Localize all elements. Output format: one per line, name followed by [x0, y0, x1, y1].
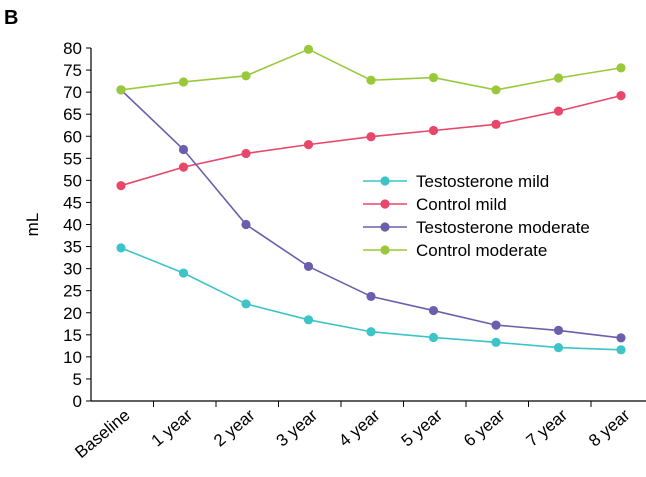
y-tick-label: 15: [63, 326, 82, 345]
y-tick-label: 35: [63, 238, 82, 257]
series-1: [116, 91, 626, 191]
data-point: [616, 63, 626, 73]
data-point: [491, 119, 501, 129]
data-point: [241, 71, 251, 81]
data-point: [366, 327, 376, 337]
data-point: [366, 75, 376, 85]
data-point: [428, 125, 439, 136]
y-tick-label: 75: [63, 61, 82, 80]
legend-label: Testosterone moderate: [416, 218, 590, 237]
x-tick-label: Baseline: [71, 406, 133, 462]
legend-marker: [380, 176, 390, 186]
data-point: [303, 140, 314, 150]
x-tick-label: 4 year: [335, 405, 384, 450]
legend-item: Testosterone mild: [363, 172, 549, 191]
data-point: [366, 132, 376, 142]
x-tick-label: 2 year: [210, 405, 259, 450]
y-tick-label: 25: [63, 282, 82, 301]
series-0: [116, 243, 626, 355]
legend: Testosterone mild Control mild Testosteron…: [363, 172, 590, 260]
x-tick-label: 7 year: [523, 405, 572, 450]
data-point: [116, 181, 126, 191]
y-tick-label: 5: [73, 370, 82, 389]
y-tick-label: 45: [63, 193, 82, 212]
data-point: [116, 85, 126, 95]
data-point: [241, 299, 251, 309]
y-tick-label: 0: [73, 392, 82, 411]
data-point: [553, 325, 564, 335]
data-point: [428, 332, 439, 343]
data-point: [178, 268, 189, 278]
x-tick-label: 5 year: [398, 405, 447, 450]
data-point: [428, 72, 439, 83]
legend-item: Testosterone moderate: [363, 218, 590, 237]
y-tick-label: 65: [63, 105, 82, 124]
data-point: [428, 305, 439, 316]
series-2: [116, 85, 626, 343]
data-point: [178, 144, 189, 155]
series-layer: [116, 44, 626, 355]
legend-marker: [380, 222, 390, 232]
data-point: [178, 77, 189, 87]
y-tick-label: 60: [63, 127, 82, 146]
data-point: [303, 44, 314, 54]
legend-item: Control moderate: [363, 241, 547, 260]
y-tick-label: 50: [63, 171, 82, 190]
data-point: [553, 106, 564, 116]
y-tick-label: 30: [63, 260, 82, 279]
data-point: [303, 261, 314, 272]
legend-marker: [380, 199, 390, 209]
data-point: [241, 219, 251, 230]
x-tick-label: 3 year: [273, 405, 322, 450]
legend-item: Control mild: [363, 195, 507, 214]
series-3: [116, 44, 626, 95]
y-tick-label: 55: [63, 149, 82, 168]
data-point: [303, 315, 314, 325]
data-point: [178, 162, 189, 172]
data-point: [116, 243, 126, 253]
y-tick-label: 10: [63, 348, 82, 367]
x-tick-label: 6 year: [460, 405, 509, 450]
y-tick-label: 40: [63, 216, 82, 235]
y-axis-label: mL: [23, 213, 42, 237]
data-point: [553, 343, 564, 353]
y-tick-label: 70: [63, 83, 82, 102]
data-point: [616, 345, 626, 355]
axes: 0 5 10 15 20 25 30 35 40 45 50 55 60 65 70 75 80 Baseline…: [63, 39, 646, 462]
data-point: [616, 333, 626, 343]
legend-marker: [380, 245, 390, 255]
x-tick-label: 8 year: [585, 405, 634, 450]
data-point: [241, 148, 251, 159]
data-point: [553, 73, 564, 83]
data-point: [366, 291, 376, 302]
data-point: [491, 337, 501, 347]
legend-label: Control mild: [416, 195, 507, 214]
y-tick-label: 20: [63, 304, 82, 323]
x-tick-label: 1 year: [148, 405, 197, 450]
panel-label: B: [4, 7, 18, 29]
legend-label: Control moderate: [416, 241, 547, 260]
data-point: [491, 85, 501, 95]
data-point: [616, 91, 626, 101]
data-point: [491, 320, 501, 330]
legend-label: Testosterone mild: [416, 172, 549, 191]
y-tick-label: 80: [63, 39, 82, 58]
